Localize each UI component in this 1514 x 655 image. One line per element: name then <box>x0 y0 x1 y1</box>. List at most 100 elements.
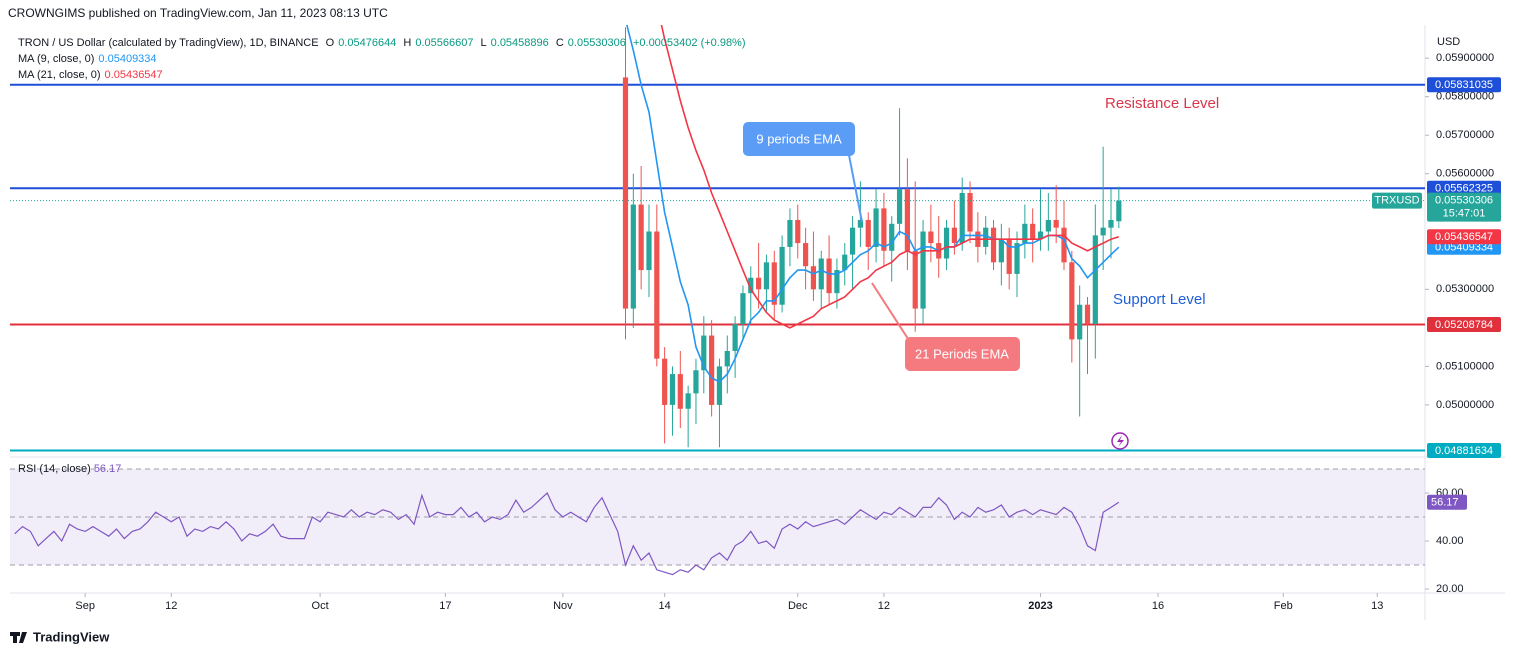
c-value: 0.05530306 <box>567 37 626 49</box>
candle-body <box>638 204 644 271</box>
x-tick-label: Dec <box>788 600 808 612</box>
candle-body <box>1061 227 1067 263</box>
level-label: 0.05562325 <box>1435 183 1493 195</box>
candle-body <box>669 374 676 405</box>
candle-body <box>1037 231 1044 240</box>
callout-box <box>905 337 1020 371</box>
candle-body <box>896 189 903 224</box>
currency: USD <box>1437 36 1460 48</box>
x-tick-label: 2023 <box>1028 600 1052 612</box>
symbol-label: TRXUSD <box>1374 194 1419 206</box>
candle-body <box>787 219 793 247</box>
candle-body <box>716 366 723 405</box>
ma-label: 0.05436547 <box>1435 231 1493 243</box>
x-tick-label: 13 <box>1371 600 1383 612</box>
candle-body <box>865 219 871 247</box>
l-label: L <box>480 37 487 49</box>
candle-body <box>763 262 770 290</box>
level-box <box>1427 443 1501 459</box>
candle-body <box>904 189 910 251</box>
footer: TradingView <box>33 629 110 644</box>
rsi-value: 56.17 <box>93 463 122 475</box>
candle-body <box>1108 219 1114 228</box>
candle-body <box>1053 219 1059 228</box>
candle-body <box>928 231 934 244</box>
candle-body <box>662 358 668 405</box>
y-tick-label: 0.05300000 <box>1436 283 1494 295</box>
y-tick-label: 0.05600000 <box>1436 168 1494 180</box>
ma-line <box>660 25 1120 329</box>
candle-body <box>802 243 809 267</box>
candle-body <box>732 323 738 351</box>
ma9-value: 0.05409334 <box>98 53 157 65</box>
x-tick-label: 12 <box>165 600 177 612</box>
candle-body <box>646 231 652 271</box>
candle-body <box>1045 219 1051 232</box>
candle-body <box>857 219 864 228</box>
candle-body <box>685 393 691 409</box>
support-label: Support Level <box>1113 291 1206 308</box>
candle-body <box>677 374 683 409</box>
candle-body <box>998 239 1004 263</box>
rsi-tick-label: 40.00 <box>1436 535 1464 547</box>
candle-body <box>654 231 660 359</box>
candle-body <box>826 258 832 294</box>
x-tick-label: Nov <box>553 600 573 612</box>
candle-body <box>740 293 746 324</box>
legend: TRON / US Dollar (calculated by TradingV… <box>18 35 750 83</box>
x-tick-label: Feb <box>1274 600 1293 612</box>
y-tick-label: 0.05700000 <box>1436 129 1494 141</box>
candle-body <box>943 227 950 259</box>
callout-arrow <box>847 149 863 223</box>
candle-body <box>951 227 957 244</box>
x-tick-label: Sep <box>75 600 95 612</box>
candle-body <box>842 254 848 271</box>
level-box <box>1427 77 1501 93</box>
candle-body <box>709 335 715 405</box>
candle-body <box>967 192 973 232</box>
last-price-label: 0.05530306 <box>1435 194 1493 206</box>
candle-body <box>756 277 762 290</box>
x-tick-label: 14 <box>659 600 671 612</box>
ma21-name: MA (21, close, 0) <box>18 69 101 81</box>
h-value: 0.05566607 <box>415 37 474 49</box>
candle-body <box>983 227 989 247</box>
candle-body <box>1014 243 1020 274</box>
callout-text: 9 periods EMA <box>756 131 842 146</box>
y-tick-label: 0.05900000 <box>1436 52 1494 64</box>
x-tick-label: 17 <box>439 600 451 612</box>
candle-body <box>1092 235 1098 324</box>
x-tick-label: Oct <box>312 600 329 612</box>
candle-body <box>881 208 887 251</box>
ma21-value: 0.05436547 <box>104 69 163 81</box>
level-label: 0.04881634 <box>1435 445 1493 457</box>
level-label: 0.05208784 <box>1435 319 1493 331</box>
alert-icon <box>1111 432 1129 450</box>
candle-body <box>1100 227 1106 236</box>
candle-body <box>622 77 629 309</box>
rsi-value-box <box>1427 494 1467 510</box>
change: +0.00053402 (+0.98%) <box>632 37 746 49</box>
callout-arrow <box>871 282 913 346</box>
ma-line <box>626 25 1120 383</box>
price-pane <box>10 25 1425 452</box>
candle-body <box>959 192 965 244</box>
y-tick-label: 0.05100000 <box>1436 360 1494 372</box>
callout-text: 21 Periods EMA <box>915 346 1009 361</box>
candle-body <box>912 250 918 309</box>
resistance-label: Resistance Level <box>1105 95 1219 112</box>
axes: 0.05900000 0.05800000 0.05700000 0.05600000… <box>75 52 1501 612</box>
candle-body <box>849 227 856 255</box>
callout-21: 21 Periods EMA <box>871 282 1020 371</box>
candle-body <box>748 277 754 294</box>
x-tick-label: 12 <box>878 600 890 612</box>
y-tick-label: 0.05800000 <box>1436 91 1494 103</box>
candle-body <box>1116 200 1122 222</box>
candle-body <box>701 335 707 371</box>
legend-row: MA (21, close, 0) 0.05436547 <box>18 67 750 83</box>
o-label: O <box>325 37 335 49</box>
ma-label: 0.05409334 <box>1435 242 1493 254</box>
callout-box <box>743 122 855 156</box>
